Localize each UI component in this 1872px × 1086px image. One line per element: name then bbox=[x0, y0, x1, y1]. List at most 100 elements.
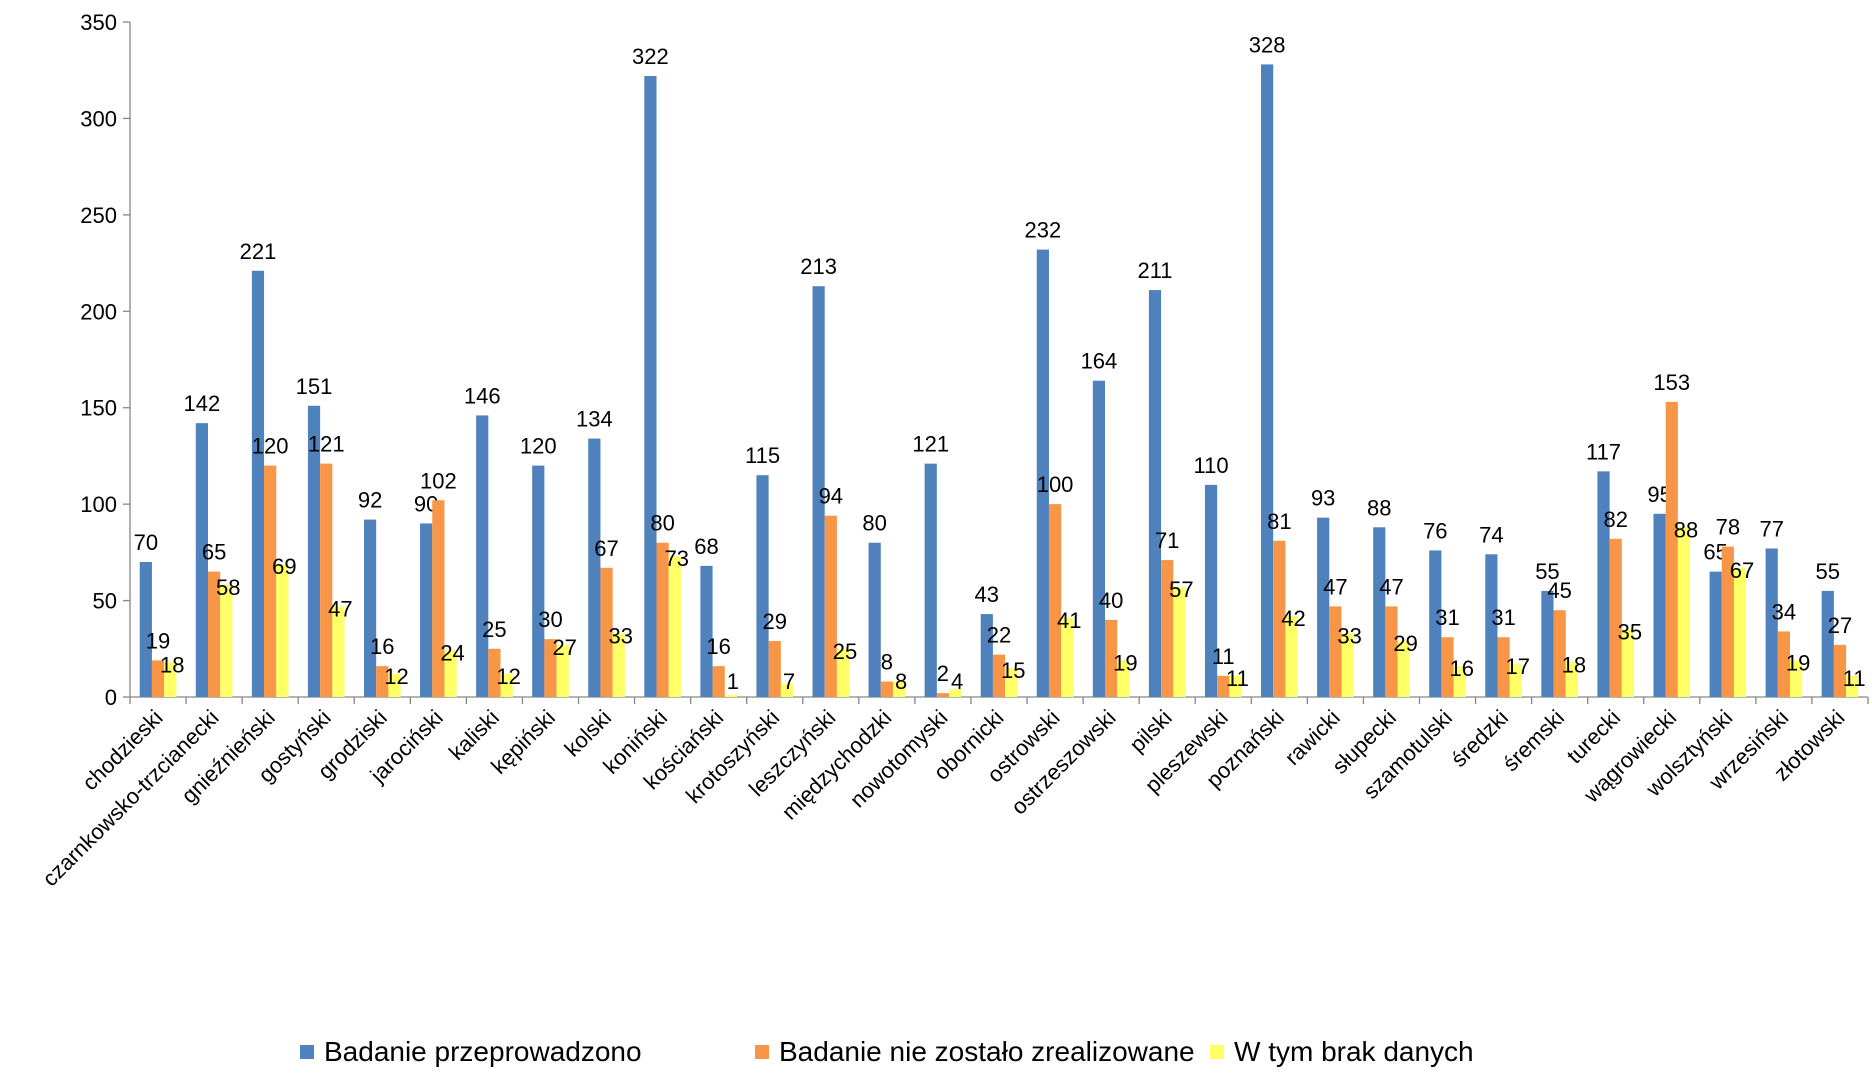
bar bbox=[307, 405, 321, 697]
bar bbox=[924, 463, 937, 697]
bar bbox=[600, 567, 613, 697]
data-label: 22 bbox=[987, 623, 1011, 648]
legend-label: Badanie nie zostało zrealizowane bbox=[779, 1036, 1195, 1067]
legend-swatch bbox=[755, 1045, 769, 1059]
data-label: 12 bbox=[384, 664, 408, 689]
data-label: 71 bbox=[1155, 528, 1179, 553]
bar bbox=[1733, 567, 1747, 697]
data-label: 121 bbox=[308, 432, 345, 457]
bar bbox=[500, 673, 513, 697]
bar bbox=[1653, 513, 1666, 697]
data-label: 80 bbox=[862, 511, 886, 536]
bar bbox=[544, 639, 557, 697]
data-label: 1 bbox=[727, 669, 739, 694]
bar bbox=[612, 633, 625, 697]
bar bbox=[588, 438, 601, 697]
data-label: 29 bbox=[762, 609, 786, 634]
bar bbox=[1261, 64, 1274, 697]
bar bbox=[1061, 617, 1074, 697]
bar bbox=[388, 673, 401, 697]
bar bbox=[1821, 590, 1834, 697]
bar bbox=[1217, 675, 1230, 697]
bar bbox=[1833, 644, 1847, 697]
bar bbox=[656, 542, 669, 697]
bar bbox=[1117, 660, 1130, 697]
data-label: 153 bbox=[1653, 370, 1690, 395]
data-label: 67 bbox=[594, 536, 618, 561]
data-label: 12 bbox=[496, 664, 520, 689]
bar bbox=[949, 689, 962, 697]
bar bbox=[756, 475, 769, 697]
bar bbox=[1285, 616, 1298, 697]
bar bbox=[332, 606, 345, 697]
data-label: 34 bbox=[1772, 599, 1796, 624]
bar bbox=[1765, 548, 1778, 697]
data-label: 16 bbox=[1449, 656, 1473, 681]
bar bbox=[151, 660, 165, 697]
bar bbox=[164, 662, 177, 697]
x-category-label: pilski bbox=[1124, 705, 1176, 757]
bar bbox=[1609, 538, 1622, 697]
bar bbox=[320, 463, 333, 697]
data-label: 142 bbox=[184, 391, 221, 416]
bar bbox=[1148, 290, 1162, 697]
bar bbox=[1621, 629, 1635, 697]
data-label: 27 bbox=[1828, 613, 1852, 638]
data-label: 67 bbox=[1730, 558, 1754, 583]
bar bbox=[376, 666, 389, 697]
data-label: 11 bbox=[1212, 644, 1235, 669]
bar bbox=[868, 542, 881, 697]
y-tick-label: 250 bbox=[80, 203, 117, 228]
bar bbox=[1597, 471, 1610, 697]
data-label: 94 bbox=[819, 484, 843, 509]
bar bbox=[836, 648, 850, 697]
data-label: 77 bbox=[1759, 517, 1783, 542]
data-label: 19 bbox=[1113, 650, 1137, 675]
y-tick-label: 150 bbox=[80, 396, 117, 421]
bar bbox=[980, 614, 993, 697]
bar bbox=[1173, 587, 1186, 697]
data-label: 328 bbox=[1249, 32, 1286, 57]
data-label: 17 bbox=[1506, 654, 1530, 679]
data-label: 11 bbox=[1226, 666, 1249, 691]
data-label: 134 bbox=[576, 407, 613, 432]
bar bbox=[476, 415, 489, 697]
bar bbox=[432, 500, 445, 697]
data-label: 41 bbox=[1057, 608, 1081, 633]
y-tick-label: 100 bbox=[80, 492, 117, 517]
bar bbox=[644, 76, 657, 697]
bar bbox=[207, 571, 221, 697]
bar bbox=[936, 693, 950, 697]
bar bbox=[1005, 668, 1018, 697]
bar bbox=[1385, 606, 1398, 697]
bar bbox=[251, 270, 265, 697]
data-label: 33 bbox=[609, 623, 633, 648]
data-label: 4 bbox=[951, 669, 963, 694]
data-label: 31 bbox=[1491, 605, 1515, 630]
data-label: 221 bbox=[240, 239, 277, 264]
bar bbox=[1048, 504, 1062, 697]
bar bbox=[780, 683, 794, 697]
bar bbox=[1777, 631, 1791, 697]
data-label: 74 bbox=[1479, 522, 1503, 547]
data-label: 93 bbox=[1311, 486, 1335, 511]
bar bbox=[1485, 554, 1498, 697]
data-label: 18 bbox=[160, 652, 184, 677]
data-label: 82 bbox=[1603, 507, 1627, 532]
data-label: 30 bbox=[538, 607, 562, 632]
data-label: 15 bbox=[1001, 658, 1025, 683]
bar bbox=[712, 666, 725, 697]
data-label: 232 bbox=[1025, 218, 1062, 243]
data-label: 55 bbox=[1535, 559, 1559, 584]
data-label: 18 bbox=[1562, 652, 1586, 677]
bar bbox=[812, 286, 825, 697]
data-label: 43 bbox=[975, 582, 999, 607]
bar bbox=[1092, 380, 1106, 697]
legend-label: Badanie przeprowadzono bbox=[324, 1036, 642, 1067]
data-label: 78 bbox=[1716, 515, 1740, 540]
bar bbox=[1709, 571, 1722, 697]
data-label: 55 bbox=[1816, 559, 1840, 584]
data-label: 69 bbox=[272, 554, 296, 579]
